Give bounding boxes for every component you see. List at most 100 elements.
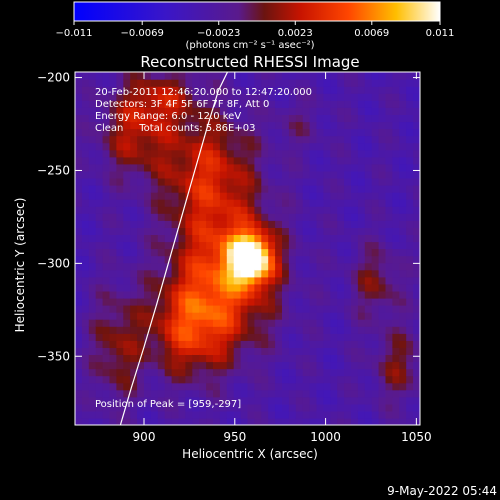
heatmap-cell xyxy=(144,156,152,165)
heatmap-cell xyxy=(275,389,283,398)
heatmap-cell xyxy=(226,213,235,221)
heatmap-cell xyxy=(406,340,414,348)
heatmap-cell xyxy=(81,192,90,200)
heatmap-cell xyxy=(288,297,297,306)
heatmap-cell xyxy=(351,375,359,384)
heatmap-cell xyxy=(275,269,283,278)
heatmap-cell xyxy=(157,199,166,207)
heatmap-cell xyxy=(378,389,387,398)
heatmap-cell xyxy=(213,220,221,228)
heatmap-cell xyxy=(95,347,104,355)
heatmap-cell xyxy=(309,142,318,151)
heatmap-cell xyxy=(288,114,297,123)
heatmap-cell xyxy=(150,354,159,363)
heatmap-cell xyxy=(392,255,400,264)
heatmap-cell xyxy=(323,276,331,285)
heatmap-cell xyxy=(323,354,331,363)
heatmap-cell xyxy=(337,389,345,398)
heatmap-cell xyxy=(247,297,255,306)
heatmap-cell xyxy=(302,100,311,108)
heatmap-cell xyxy=(399,333,407,341)
heatmap-cell xyxy=(219,382,228,391)
heatmap-cell xyxy=(102,149,111,158)
heatmap-cell xyxy=(178,185,186,193)
heatmap-cell xyxy=(413,297,420,306)
heatmap-cell xyxy=(164,403,173,412)
heatmap-cell xyxy=(171,170,180,179)
heatmap-cell xyxy=(240,177,249,186)
heatmap-cell xyxy=(88,255,97,264)
heatmap-cell xyxy=(323,333,331,341)
heatmap-cell xyxy=(226,283,235,292)
heatmap-cell xyxy=(385,177,393,186)
heatmap-cell xyxy=(185,170,193,179)
heatmap-cell xyxy=(171,283,180,292)
heatmap-cell xyxy=(116,396,124,405)
heatmap-cell xyxy=(323,368,331,377)
heatmap-cell xyxy=(399,410,407,419)
heatmap-cell xyxy=(226,333,235,341)
heatmap-cell xyxy=(95,290,104,299)
heatmap-cell xyxy=(344,255,352,264)
heatmap-cell xyxy=(316,403,324,412)
heatmap-cell xyxy=(102,340,111,348)
heatmap-cell xyxy=(192,326,200,334)
heatmap-cell xyxy=(219,248,228,257)
heatmap-cell xyxy=(344,340,352,348)
heatmap-cell xyxy=(247,354,255,363)
heatmap-cell xyxy=(213,347,221,355)
heatmap-cell xyxy=(102,283,111,292)
heatmap-cell xyxy=(206,382,214,391)
heatmap-cell xyxy=(302,276,311,285)
heatmap-cell xyxy=(185,142,193,151)
heatmap-cell xyxy=(233,149,242,158)
heatmap-cell xyxy=(88,149,97,158)
heatmap-cell xyxy=(213,368,221,377)
heatmap-cell xyxy=(275,396,283,405)
heatmap-cell xyxy=(171,135,180,144)
heatmap-cell xyxy=(233,107,242,115)
heatmap-cell xyxy=(75,220,83,228)
heatmap-cell xyxy=(102,192,111,200)
heatmap-cell xyxy=(420,256,428,264)
heatmap-cell xyxy=(385,290,393,299)
heatmap-cell xyxy=(137,417,145,425)
heatmap-cell xyxy=(344,220,352,228)
heatmap-cell xyxy=(226,114,235,123)
heatmap-cell xyxy=(316,375,324,384)
heatmap-cell xyxy=(116,199,124,207)
heatmap-cell xyxy=(261,107,269,115)
heatmap-cell xyxy=(171,276,180,285)
heatmap-cell xyxy=(219,114,228,123)
heatmap-cell xyxy=(150,382,159,391)
heatmap-cell xyxy=(109,305,117,313)
heatmap-cell xyxy=(337,185,345,193)
heatmap-cell xyxy=(178,312,186,320)
heatmap-cell xyxy=(275,135,283,144)
heatmap-cell xyxy=(81,213,90,221)
heatmap-cell xyxy=(323,248,331,257)
heatmap-cell xyxy=(344,368,352,377)
heatmap-cell xyxy=(247,170,255,179)
heatmap-cell xyxy=(178,333,186,341)
heatmap-cell xyxy=(178,100,186,108)
heatmap-cell xyxy=(171,269,180,278)
heatmap-cell xyxy=(171,128,180,137)
heatmap-cell xyxy=(226,170,235,179)
heatmap-cell xyxy=(178,72,186,80)
heatmap-cell xyxy=(199,305,207,313)
heatmap-cell xyxy=(282,114,290,123)
heatmap-cell xyxy=(316,199,324,207)
heatmap-cell xyxy=(364,283,373,292)
heatmap-cell xyxy=(351,206,359,214)
heatmap-cell xyxy=(233,283,242,292)
heatmap-cell xyxy=(351,283,359,292)
heatmap-cell xyxy=(378,142,387,151)
heatmap-cell xyxy=(399,255,407,264)
heatmap-cell xyxy=(323,347,331,355)
heatmap-cell xyxy=(123,185,131,193)
heatmap-cell xyxy=(357,382,366,391)
heatmap-cell xyxy=(219,100,228,108)
heatmap-cell xyxy=(240,128,249,137)
heatmap-cell xyxy=(302,241,311,250)
